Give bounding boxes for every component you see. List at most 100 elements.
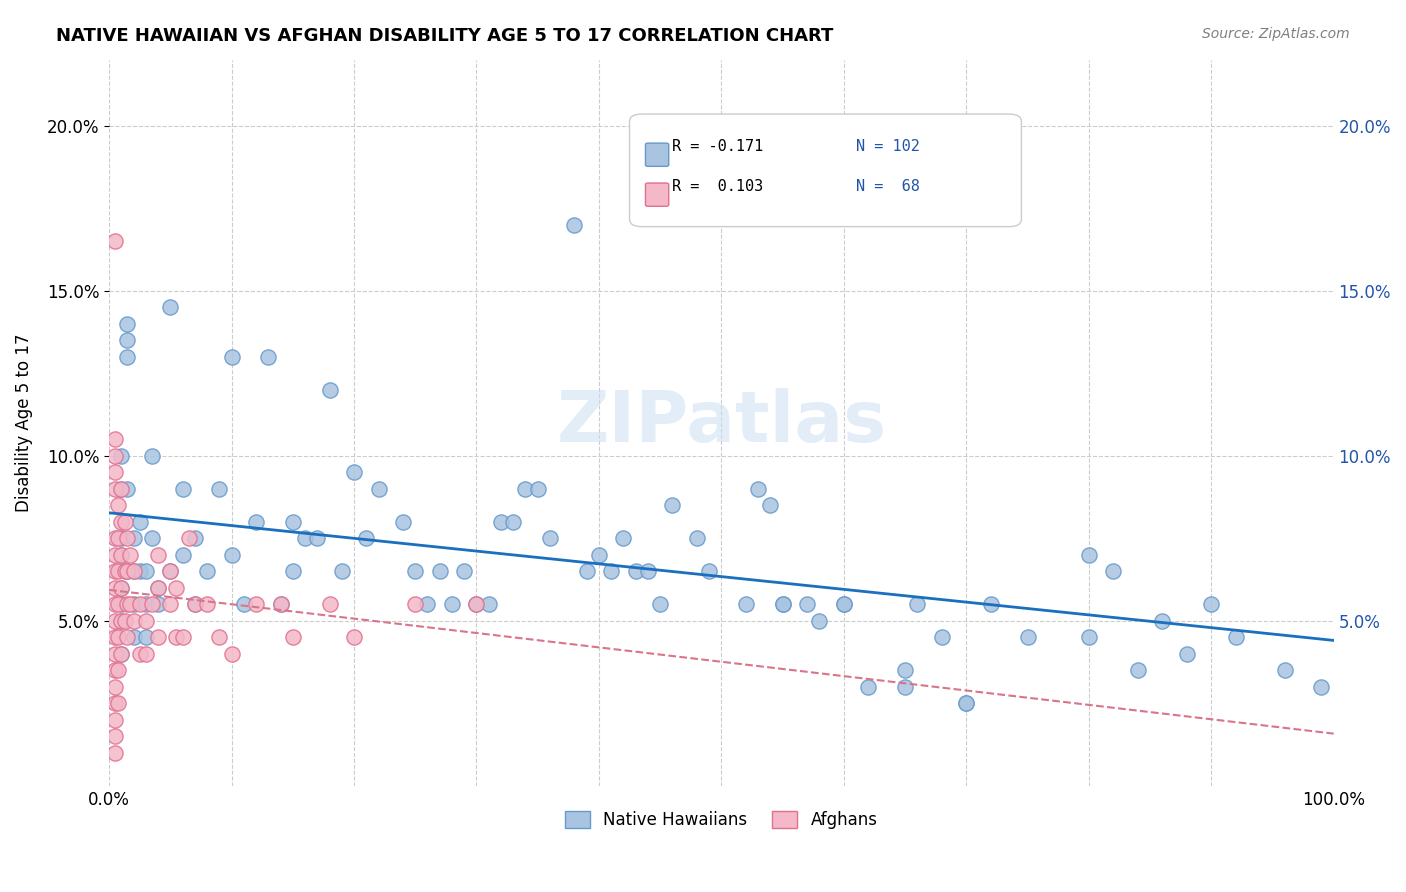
- Point: [515, 482, 537, 496]
- Point: [195, 597, 218, 611]
- Point: [1017, 630, 1039, 644]
- Point: [894, 680, 917, 694]
- Point: [104, 630, 127, 644]
- Point: [416, 597, 439, 611]
- Point: [117, 564, 139, 578]
- Legend: Native Hawaiians, Afghans: Native Hawaiians, Afghans: [558, 804, 884, 836]
- Text: N =  68: N = 68: [856, 179, 920, 194]
- Point: [159, 564, 181, 578]
- Point: [122, 597, 145, 611]
- Point: [772, 597, 794, 611]
- Point: [1175, 647, 1198, 661]
- Point: [600, 564, 623, 578]
- Point: [117, 482, 139, 496]
- Point: [172, 482, 194, 496]
- Point: [343, 630, 366, 644]
- FancyBboxPatch shape: [645, 143, 669, 166]
- Point: [107, 498, 129, 512]
- Point: [734, 597, 756, 611]
- Point: [128, 515, 150, 529]
- Point: [107, 597, 129, 611]
- Point: [257, 350, 280, 364]
- Point: [440, 597, 463, 611]
- Point: [110, 531, 132, 545]
- Point: [146, 548, 169, 562]
- Point: [117, 333, 139, 347]
- Point: [177, 531, 200, 545]
- Point: [232, 597, 254, 611]
- Point: [104, 234, 127, 248]
- Point: [281, 630, 304, 644]
- Point: [245, 597, 267, 611]
- Point: [117, 564, 139, 578]
- Y-axis label: Disability Age 5 to 17: Disability Age 5 to 17: [15, 334, 32, 512]
- Point: [686, 531, 709, 545]
- Point: [104, 564, 127, 578]
- Point: [104, 614, 127, 628]
- Text: N = 102: N = 102: [856, 139, 920, 154]
- Point: [318, 383, 340, 397]
- Point: [135, 597, 157, 611]
- Text: ZIPatlas: ZIPatlas: [557, 388, 886, 458]
- Point: [404, 597, 426, 611]
- Point: [107, 663, 129, 677]
- Point: [453, 564, 475, 578]
- Point: [104, 432, 127, 446]
- Point: [107, 531, 129, 545]
- Point: [747, 482, 769, 496]
- Point: [114, 515, 136, 529]
- Point: [1310, 680, 1333, 694]
- Point: [146, 597, 169, 611]
- Point: [270, 597, 292, 611]
- Point: [159, 300, 181, 314]
- Point: [931, 630, 953, 644]
- Point: [832, 597, 855, 611]
- Point: [832, 597, 855, 611]
- Point: [1199, 597, 1222, 611]
- Point: [612, 531, 634, 545]
- Point: [135, 630, 157, 644]
- Point: [404, 564, 426, 578]
- Point: [166, 630, 188, 644]
- Point: [118, 597, 141, 611]
- Point: [135, 564, 157, 578]
- Point: [104, 663, 127, 677]
- Point: [141, 449, 163, 463]
- Point: [905, 597, 928, 611]
- Point: [650, 597, 672, 611]
- Point: [245, 515, 267, 529]
- Point: [575, 564, 598, 578]
- Point: [955, 696, 977, 710]
- Point: [392, 515, 415, 529]
- Point: [697, 564, 720, 578]
- Point: [159, 597, 181, 611]
- Point: [104, 597, 127, 611]
- Point: [526, 482, 548, 496]
- Point: [281, 515, 304, 529]
- FancyBboxPatch shape: [645, 183, 669, 206]
- Point: [354, 531, 377, 545]
- Point: [104, 531, 127, 545]
- Point: [135, 647, 157, 661]
- Point: [955, 696, 977, 710]
- Point: [343, 465, 366, 479]
- Point: [107, 696, 129, 710]
- Text: Source: ZipAtlas.com: Source: ZipAtlas.com: [1202, 27, 1350, 41]
- Point: [184, 531, 207, 545]
- Point: [146, 581, 169, 595]
- Point: [184, 597, 207, 611]
- Point: [128, 564, 150, 578]
- Point: [107, 630, 129, 644]
- Text: R =  0.103: R = 0.103: [672, 179, 763, 194]
- Point: [661, 498, 683, 512]
- Point: [117, 597, 139, 611]
- Point: [208, 630, 231, 644]
- Point: [117, 630, 139, 644]
- Point: [104, 729, 127, 743]
- Point: [1102, 564, 1125, 578]
- Point: [588, 548, 610, 562]
- Point: [796, 597, 818, 611]
- Point: [564, 218, 586, 232]
- Text: R = -0.171: R = -0.171: [672, 139, 763, 154]
- Point: [159, 564, 181, 578]
